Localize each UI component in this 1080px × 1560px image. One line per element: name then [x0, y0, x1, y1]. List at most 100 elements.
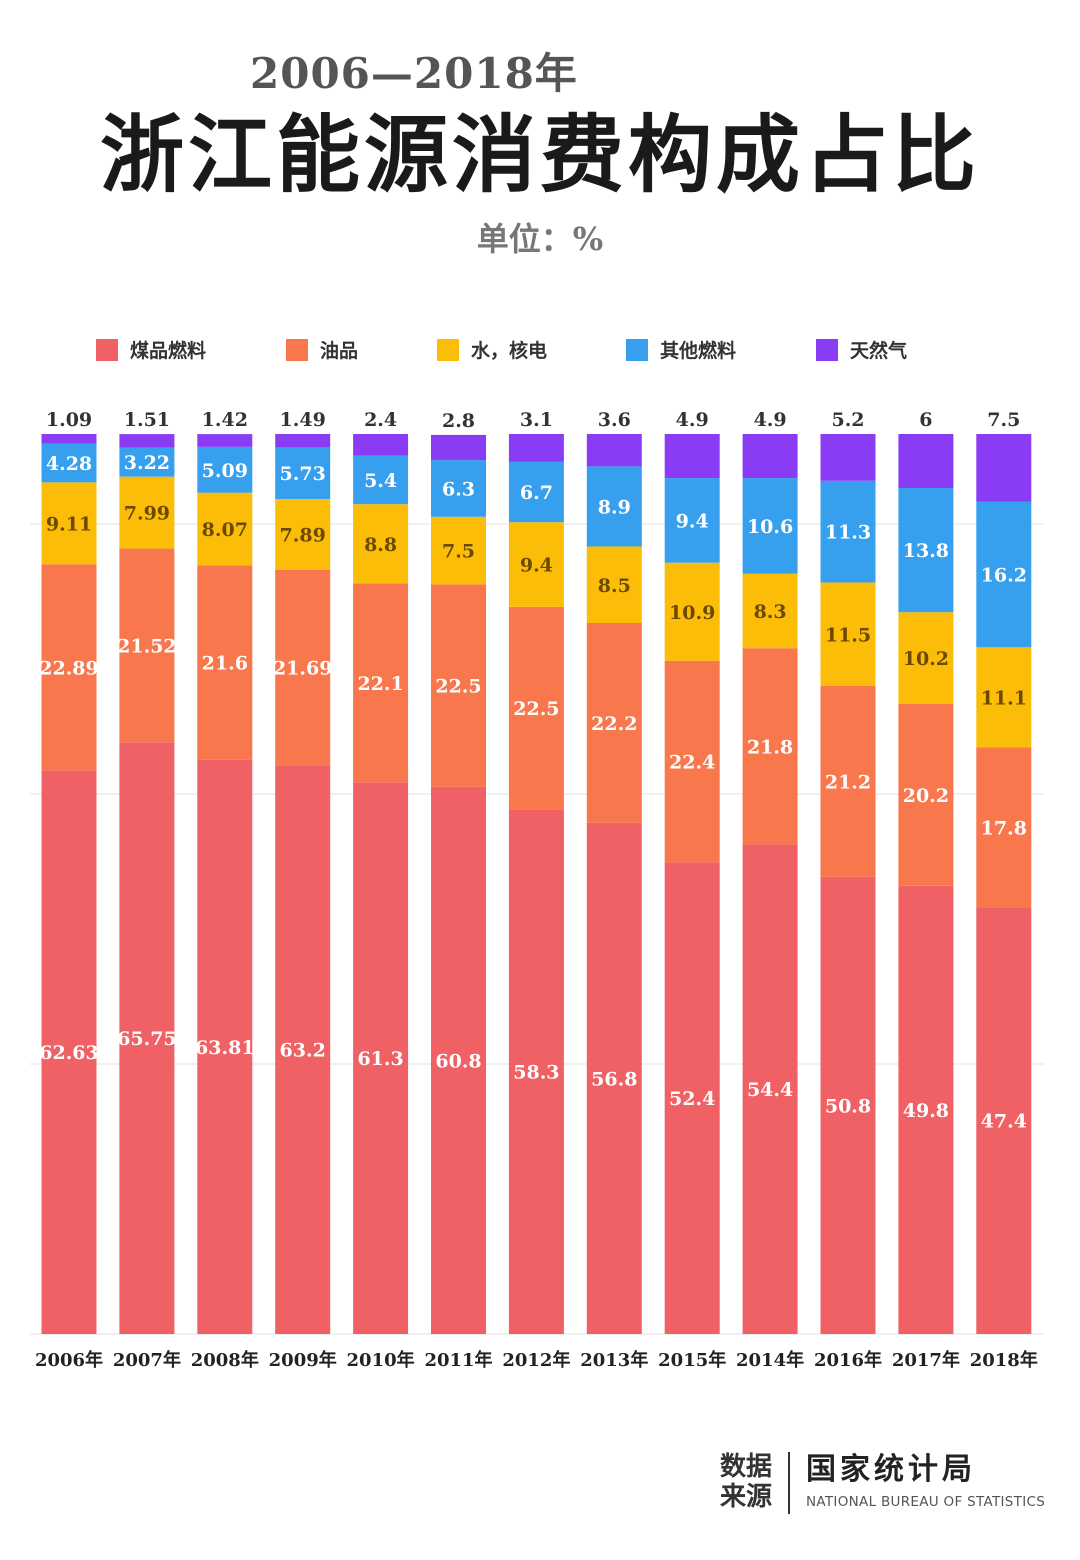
data-label: 2.4: [364, 409, 397, 431]
bar-segment: [119, 476, 175, 549]
data-label: 58.3: [513, 1062, 559, 1084]
legend-label-other: 其他燃料: [660, 340, 737, 362]
bar-segment: [197, 565, 253, 760]
bar-segment: [41, 770, 97, 1334]
data-label: 11.1: [981, 687, 1027, 709]
data-label: 3.6: [598, 409, 631, 431]
source-divider: [788, 1452, 790, 1514]
legend-item-hydro-nuclear: 水，核电: [437, 336, 547, 363]
x-tick-label: 2018年: [970, 1349, 1038, 1371]
bar-segment: [353, 583, 409, 783]
bar-segment: [976, 907, 1032, 1334]
data-label: 22.5: [435, 676, 481, 698]
bar-segment: [976, 434, 1032, 502]
x-tick-label: 2007年: [113, 1349, 181, 1371]
legend-swatch-oil: [286, 338, 308, 361]
data-label: 56.8: [591, 1068, 637, 1090]
bar-segment: [41, 443, 97, 483]
data-label: 5.09: [202, 460, 248, 482]
bar-segment: [275, 765, 331, 1334]
data-label: 9.4: [520, 555, 553, 577]
data-label: 52.4: [669, 1088, 715, 1110]
source-org-name: 国家统计局: [806, 1452, 976, 1487]
data-label: 10.6: [747, 516, 793, 538]
bar-segment: [197, 446, 253, 493]
data-label: 1.42: [202, 409, 248, 431]
source-org: 国家统计局 NATIONAL BUREAU OF STATISTICS: [806, 1452, 1045, 1510]
data-label: 60.8: [435, 1050, 481, 1072]
data-source: 数据 来源 国家统计局 NATIONAL BUREAU OF STATISTIC…: [720, 1452, 1045, 1522]
data-label: 11.3: [825, 522, 871, 544]
legend: 煤品燃料 油品 水，核电 其他燃料 天然气: [0, 336, 1080, 366]
bar-segment: [119, 434, 175, 448]
data-label: 21.52: [117, 635, 177, 657]
bar-segment: [586, 546, 642, 623]
chart-subtitle-years: 2006—2018年: [250, 49, 578, 98]
bar-segment: [898, 612, 954, 704]
data-label: 7.5: [442, 541, 475, 563]
chart-title: 浙江能源消费构成占比: [99, 105, 980, 204]
unit-label: 单位：%: [476, 220, 604, 258]
bar-segment: [41, 434, 97, 444]
bar-segment: [664, 478, 720, 563]
bar-segment: [586, 822, 642, 1334]
stacked-bar-chart: 62.63 22.89 9.11 4.28 1.09 2006年 65.75 21.52 7.9…: [30, 409, 1044, 1371]
data-label: 8.9: [598, 496, 631, 518]
data-label: 7.99: [124, 503, 170, 525]
bar-segment: [197, 759, 253, 1334]
data-label: 4.28: [46, 453, 92, 475]
data-label: 9.11: [46, 513, 92, 535]
bar-segment: [431, 786, 486, 1334]
data-label: 1.51: [124, 409, 170, 431]
data-label: 3.22: [124, 452, 170, 474]
bar-segment: [586, 434, 642, 467]
x-tick-label: 2009年: [269, 1349, 337, 1371]
data-label: 22.5: [513, 698, 559, 720]
data-label: 6: [919, 409, 932, 431]
bar-segment: [431, 434, 486, 461]
data-label: 10.9: [669, 602, 715, 624]
legend-item-coal: 煤品燃料: [96, 336, 206, 363]
bar-segment: [353, 434, 409, 456]
bar-segment: [508, 461, 564, 523]
bar-segment: [508, 809, 564, 1334]
source-label-line1: 数据: [720, 1452, 773, 1482]
data-label: 22.89: [39, 657, 99, 679]
data-label: 8.3: [754, 601, 787, 623]
source-label-line2: 来源: [720, 1482, 773, 1512]
data-label: 21.6: [202, 653, 248, 675]
x-tick-label: 2010年: [347, 1349, 415, 1371]
legend-swatch-coal: [96, 338, 118, 361]
data-label: 6.3: [442, 478, 475, 500]
bar-segment: [275, 447, 331, 499]
source-label: 数据 来源: [720, 1452, 780, 1512]
bar-segment: [664, 562, 720, 661]
bar-segment: [41, 482, 97, 565]
data-label: 20.2: [903, 785, 949, 807]
x-tick-label: 2013年: [580, 1349, 648, 1371]
bar-segment: [820, 686, 876, 877]
data-label: 5.2: [831, 409, 864, 431]
bar-segment: [508, 522, 564, 607]
bar-segment: [664, 434, 720, 479]
bar-segment: [742, 648, 798, 845]
bar-segment: [586, 623, 642, 823]
bar-segment: [820, 480, 876, 583]
legend-item-gas: 天然气: [816, 336, 907, 363]
data-label: 7.89: [280, 524, 326, 546]
data-label: 9.4: [676, 510, 709, 532]
x-tick-label: 2014年: [736, 1349, 804, 1371]
data-label: 11.5: [825, 624, 871, 646]
data-label: 4.9: [754, 409, 787, 431]
bar-segment: [353, 504, 409, 584]
data-label: 54.4: [747, 1079, 793, 1101]
bar-segment: [898, 885, 954, 1334]
bar-segment: [431, 516, 486, 585]
bar-segment: [586, 466, 642, 547]
data-label: 1.09: [46, 409, 92, 431]
bar-segment: [898, 434, 954, 488]
bar-segment: [820, 582, 876, 686]
bar-segment: [275, 569, 331, 766]
x-tick-label: 2008年: [191, 1349, 259, 1371]
bar-segment: [742, 844, 798, 1334]
